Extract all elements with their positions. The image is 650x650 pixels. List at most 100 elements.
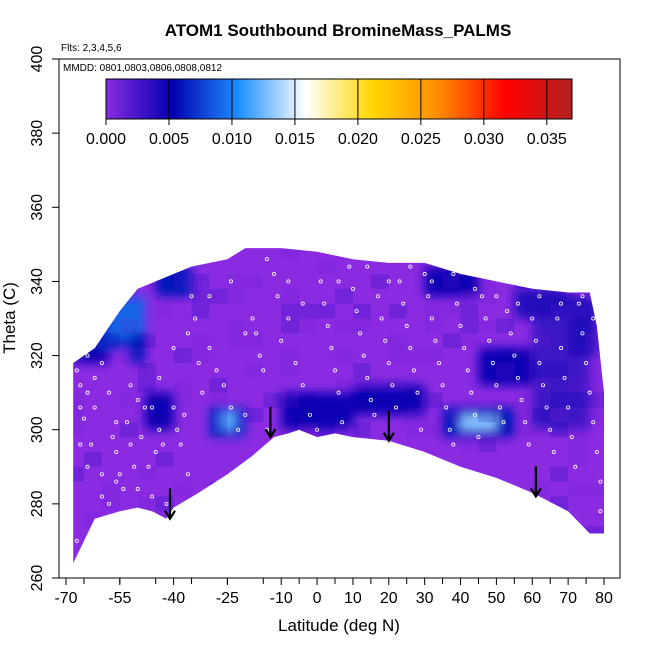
heatmap-cell [370, 274, 389, 289]
y-tick-label: 320 [29, 342, 46, 369]
heatmap-cell [586, 407, 604, 423]
x-tick-label: 10 [344, 590, 362, 607]
heatmap-cell [281, 303, 300, 319]
heatmap-cell [568, 392, 587, 408]
arrow-head [164, 510, 176, 521]
heatmap-cell [137, 496, 156, 512]
sample-point [214, 368, 219, 373]
heatmap-cell [496, 362, 515, 378]
heatmap-cell [478, 288, 497, 304]
sample-point [164, 501, 169, 506]
heatmap-cell [317, 303, 335, 319]
sample-point [537, 360, 542, 365]
x-tick-label: 40 [452, 590, 470, 607]
heatmap-cell [442, 555, 461, 564]
sample-point [300, 383, 305, 388]
heatmap-patch [144, 392, 174, 430]
sample-point [530, 316, 535, 321]
heatmap-cell [370, 466, 389, 482]
x-tick-label: -10 [270, 590, 293, 607]
heatmap-cell [209, 392, 228, 408]
heatmap-cell [101, 481, 120, 497]
sample-point [462, 346, 467, 351]
y-tick-label: 380 [29, 120, 46, 147]
heatmap-cell [442, 333, 461, 349]
sample-point [99, 360, 104, 365]
heatmap-cell [388, 303, 407, 319]
heatmap-cell [550, 526, 569, 541]
heatmap-cell [550, 407, 569, 423]
sample-point [318, 279, 323, 284]
heatmap-cell [496, 318, 515, 334]
heatmap-cell [424, 348, 443, 363]
sample-point [279, 338, 284, 343]
sample-point [336, 390, 341, 395]
sample-point [490, 360, 495, 365]
heatmap-cell [191, 303, 210, 319]
sample-point [426, 294, 431, 299]
heatmap-cell [568, 377, 587, 393]
sample-point [458, 323, 463, 328]
heatmap-cell [406, 451, 425, 467]
heatmap-cell [119, 348, 138, 363]
heatmap-cell [424, 422, 443, 438]
colorbar-tick-label: 0.015 [275, 131, 315, 148]
heatmap-cell [209, 555, 228, 564]
sample-point [89, 442, 94, 447]
heatmap-cell [317, 259, 335, 275]
sample-point [329, 346, 334, 351]
heatmap-cell [209, 422, 228, 438]
heatmap-cell [245, 274, 264, 289]
heatmap-cell [227, 333, 246, 349]
plot-frame [58, 58, 621, 579]
sample-point [128, 383, 133, 388]
heatmap-cell [406, 422, 425, 438]
heatmap-cell [460, 303, 479, 319]
heatmap-cell [352, 318, 371, 334]
sample-point [594, 449, 599, 454]
sample-point [207, 346, 212, 351]
sample-point [401, 301, 406, 306]
heatmap-cell [406, 348, 425, 363]
heatmap-cell [227, 318, 246, 334]
sample-point [397, 279, 402, 284]
y-tick-label: 360 [29, 194, 46, 221]
sample-point [261, 368, 266, 373]
heatmap-cell [191, 526, 210, 541]
heatmap-cell [227, 288, 246, 304]
heatmap-cell [173, 248, 192, 260]
x-tick-label: 20 [380, 590, 398, 607]
heatmap-cell [263, 511, 282, 527]
x-axis-label: Latitude (deg N) [278, 616, 400, 635]
heatmap-cell [406, 407, 425, 423]
heatmap-cell [478, 274, 497, 289]
heatmap-cell [335, 248, 353, 260]
heatmap-patch [220, 411, 235, 430]
sample-point [300, 301, 305, 306]
heatmap-cell [586, 392, 604, 408]
heatmap-cell [119, 318, 138, 334]
heatmap-patch [460, 414, 497, 430]
sample-point [591, 316, 596, 321]
heatmap-cell [532, 362, 551, 378]
heatmap-cell [101, 333, 120, 349]
heatmap-cell [191, 496, 210, 512]
sample-point [78, 405, 83, 410]
heatmap-cell [245, 407, 264, 423]
sample-point [372, 412, 377, 417]
sample-point [107, 390, 112, 395]
heatmap-cell [83, 248, 102, 260]
heatmap-cell [281, 348, 300, 363]
heatmap-cell [460, 288, 479, 304]
sample-point [454, 301, 459, 306]
sample-point [325, 323, 330, 328]
heatmap-cell [173, 348, 192, 363]
heatmap-cell [442, 466, 461, 482]
sample-point [185, 331, 190, 336]
colorbar-tick-label: 0.025 [401, 131, 441, 148]
heatmap-cell [209, 481, 228, 497]
heatmap-cell [299, 466, 318, 482]
heatmap-cell [73, 318, 84, 334]
heatmap-cell [442, 511, 461, 527]
sample-point [487, 338, 492, 343]
